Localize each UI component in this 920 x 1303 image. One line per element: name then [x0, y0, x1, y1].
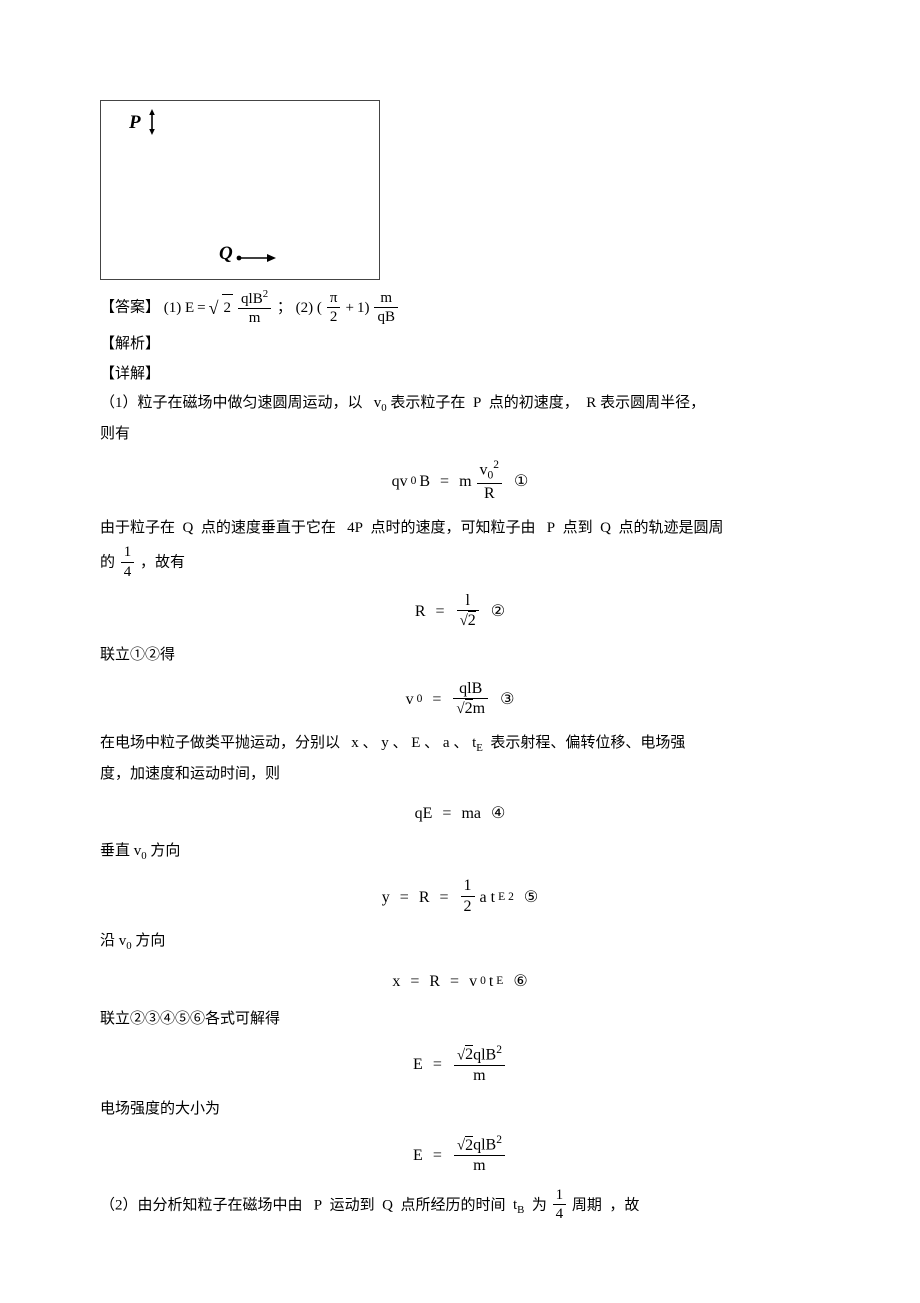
equation-6: x = R = v0tE ⑥ — [100, 967, 820, 997]
para-5: 垂直 v0 方向 — [100, 838, 820, 867]
para-4a: 在电场中粒子做类平抛运动，分别以 x 、 y 、 E 、 a 、 tE 表示射程… — [100, 730, 820, 759]
para-7: 联立②③④⑤⑥各式可解得 — [100, 1006, 820, 1034]
para-1: （1）粒子在磁场中做匀速圆周运动，以 v0 表示粒子在 P 点的初速度， R 表… — [100, 390, 820, 419]
para-2b: 的 1 4 ，故有 — [100, 544, 820, 582]
particle-diagram: P Q — [100, 100, 380, 280]
para-2a: 由于粒子在 Q 点的速度垂直于它在 4P 点时的速度，可知粒子由 P 点到 Q … — [100, 515, 820, 543]
para-6: 沿 v0 方向 — [100, 928, 820, 957]
para-4b: 度，加速度和运动时间，则 — [100, 761, 820, 789]
para-3: 联立①②得 — [100, 642, 820, 670]
diagram-label-Q: Q — [219, 236, 233, 271]
para-9: （2）由分析知粒子在磁场中由 P 运动到 Q 点所经历的时间 tB 为 1 4 … — [100, 1187, 820, 1225]
analysis-label: 【解析】 — [100, 331, 820, 359]
diagram-label-P: P — [129, 105, 141, 140]
arrow-right-icon — [236, 251, 276, 265]
answer-line: 【答案】 (1) E = √2 qlB2 m ； (2) ( π 2 + 1) … — [100, 288, 820, 329]
detail-label: 【详解】 — [100, 361, 820, 389]
equation-7: E = √2qlB2 m — [100, 1044, 820, 1087]
answer-label: 【答案】 — [100, 300, 160, 316]
answer-value-1: (1) E = √2 qlB2 m — [164, 288, 273, 329]
para-1b: 则有 — [100, 421, 820, 449]
equation-2: R = l √2 ② — [100, 592, 820, 632]
equation-3: v0 = qlB √2m ③ — [100, 680, 820, 720]
equation-1: qv0B = m v02 R ① — [100, 459, 820, 505]
para-8: 电场强度的大小为 — [100, 1096, 820, 1124]
equation-5: y = R = 1 2 a tE2 ⑤ — [100, 877, 820, 917]
answer-value-2: (2) ( π 2 + 1) m qB — [296, 290, 400, 328]
equation-8: E = √2qlB2 m — [100, 1134, 820, 1177]
arrow-down-up-icon — [147, 109, 157, 135]
equation-4: qE = ma ④ — [100, 799, 820, 829]
